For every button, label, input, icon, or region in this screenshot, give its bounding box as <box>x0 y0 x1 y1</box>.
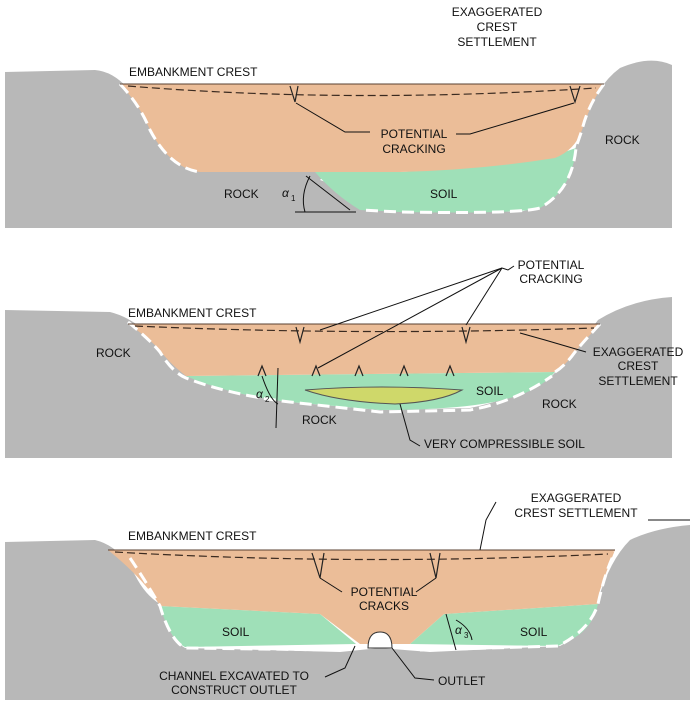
panel-3: EXAGGERATED CREST SETTLEMENT EMBANKMENT … <box>5 491 690 700</box>
panel2-crack-bottom-2 <box>311 364 321 377</box>
panel3-leader-settlement <box>479 501 497 551</box>
panel1-leader-left <box>295 102 370 133</box>
panel2-potential-cracking-2: CRACKING <box>519 272 582 286</box>
panel1-alpha-subscript: 1 <box>291 194 296 203</box>
panel2-right-edge <box>554 322 602 374</box>
panel2-leader-2 <box>465 267 503 326</box>
panel2-crack-bottom-1 <box>257 364 267 377</box>
panel1-potential-cracking-1: POTENTIAL <box>381 127 448 141</box>
panel1-alpha-symbol: α <box>282 186 290 200</box>
panel3-leader-cracks-right <box>415 577 437 593</box>
panel2-angle-arc <box>261 375 279 405</box>
panel2-leader-settlement <box>519 332 587 353</box>
panel2-settlement-label-1: EXAGGERATED <box>593 345 684 359</box>
panel2-alpha-symbol: α <box>256 387 264 401</box>
panel3-angle-arc <box>455 619 473 641</box>
panel2-foundation-edge <box>127 320 553 414</box>
panel1-foundation-edge <box>118 82 201 174</box>
panel2-rock-left-label: ROCK <box>96 346 131 360</box>
panel3-leader-channel <box>324 645 356 678</box>
panel3-potential-cracks-1: POTENTIAL <box>351 585 418 599</box>
panel2-settled-crest <box>134 325 595 333</box>
panel1-leader-right <box>456 102 575 135</box>
panel3-outlet-label: OUTLET <box>438 674 486 688</box>
panel1-rock-left-label: ROCK <box>224 187 259 201</box>
panel2-crack-bottom-3 <box>354 364 364 377</box>
panel2-crack-bottom-5 <box>445 364 455 377</box>
panel3-outlet-conduit <box>367 631 393 649</box>
panel3-potential-cracks-2: CRACKS <box>359 599 409 613</box>
panel1-settlement-label-1: EXAGGERATED <box>452 5 543 19</box>
panel3-alpha-symbol: α <box>455 623 463 637</box>
panel3-soil-left <box>160 606 356 647</box>
panel2-rock-bottom-label: ROCK <box>302 413 337 427</box>
panel2-leader-3 <box>317 267 503 369</box>
panel3-settlement-label-1: EXAGGERATED <box>531 491 622 505</box>
panel2-alpha-subscript: 2 <box>265 395 270 404</box>
panel2-soil-label: SOIL <box>476 384 504 398</box>
panel2-leader-vcs <box>399 403 421 447</box>
panel3-settlement-label-2: CREST SETTLEMENT <box>514 506 638 520</box>
panel2-potential-cracking-1: POTENTIAL <box>518 258 585 272</box>
panel1-rock-right-label: ROCK <box>605 133 640 147</box>
panel1-potential-cracking-2: CRACKING <box>382 142 445 156</box>
panel3-embankment-crest-label: EMBANKMENT CREST <box>128 529 257 543</box>
panel3-foundation-edge-right <box>419 551 617 652</box>
panel1-settlement-label-3: SETTLEMENT <box>457 35 537 49</box>
panel1-embankment-crest-label: EMBANKMENT CREST <box>129 65 258 79</box>
panel3-channel-label-2: CONSTRUCT OUTLET <box>171 683 297 697</box>
panel3-foundation-edge-left <box>128 557 341 652</box>
panel2-settlement-label-2: CREST <box>618 359 659 373</box>
panel2-embankment <box>128 324 600 376</box>
panel2-vcs-label: VERY COMPRESSIBLE SOIL <box>424 437 585 451</box>
panel3-alpha-subscript: 3 <box>464 631 469 640</box>
panel1-crack-right <box>569 85 581 105</box>
panel2-crack-bottom-4 <box>399 364 409 377</box>
panel1-settled-crest <box>127 85 597 97</box>
panel3-angle-line <box>445 613 457 651</box>
panel3-embankment <box>108 550 615 644</box>
panel3-channel-label-1: CHANNEL EXCAVATED TO <box>159 669 309 683</box>
panel3-leader-outlet <box>391 647 435 681</box>
panel2-leader-4 <box>501 265 515 271</box>
panel3-rock <box>5 525 690 700</box>
panel1-crack-left <box>289 85 299 103</box>
panel-1: EXAGGERATED CREST SETTLEMENT EMBANKMENT … <box>5 5 672 228</box>
panel2-embankment-crest-label: EMBANKMENT CREST <box>128 306 257 320</box>
panel2-leader-1 <box>319 267 503 331</box>
panel2-crack-top-left <box>295 326 305 345</box>
panel2-rock <box>5 297 672 458</box>
panel2-compressible-soil <box>304 386 464 405</box>
panel3-soil-left-label: SOIL <box>222 625 250 639</box>
panel3-soil-right <box>410 604 598 646</box>
panel1-embankment <box>120 84 604 172</box>
panel2-settlement-label-3: SETTLEMENT <box>598 374 678 388</box>
panel-2: POTENTIAL CRACKING EMBANKMENT CREST ROCK… <box>5 258 684 458</box>
panel2-angle-line <box>275 367 279 429</box>
panel2-rock-right-label: ROCK <box>542 397 577 411</box>
panel1-soil-label: SOIL <box>430 187 458 201</box>
panel1-right-edge <box>359 83 606 214</box>
panel1-angle-slope <box>305 175 351 211</box>
panel3-soil-right-label: SOIL <box>520 625 548 639</box>
panel1-settlement-label-2: CREST <box>477 20 518 34</box>
panel1-angle-arc <box>302 175 311 213</box>
panel2-crack-top-right <box>461 326 471 345</box>
panel3-settled-crest <box>114 551 609 561</box>
panel3-leader-cracks-left <box>319 577 343 593</box>
panel1-rock <box>5 60 672 228</box>
